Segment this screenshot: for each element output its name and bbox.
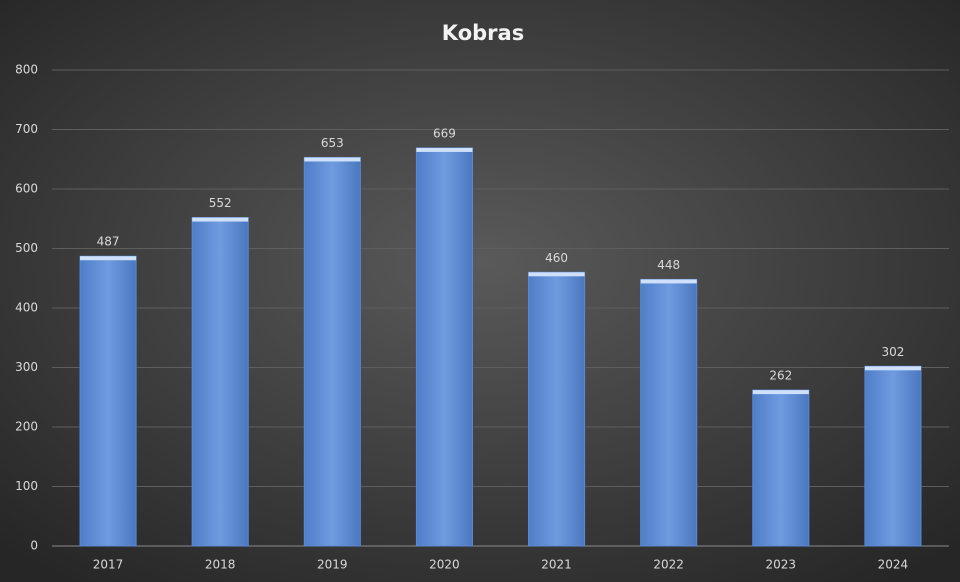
- bar-highlight: [416, 147, 473, 152]
- y-tick-label: 200: [15, 420, 38, 434]
- data-label: 302: [881, 345, 904, 359]
- bar-highlight: [528, 272, 585, 277]
- y-tick-label: 100: [15, 479, 38, 493]
- bar: [79, 255, 137, 547]
- bar-highlight: [640, 279, 697, 284]
- x-tick-label: 2023: [766, 558, 797, 572]
- bar-highlight: [304, 157, 361, 162]
- x-tick-label: 2017: [93, 558, 124, 572]
- bar: [864, 365, 922, 547]
- y-tick-label: 800: [15, 63, 38, 77]
- bar-highlight: [192, 217, 249, 222]
- x-tick-label: 2020: [429, 558, 460, 572]
- bar-highlight: [752, 390, 809, 395]
- x-tick-label: 2018: [205, 558, 236, 572]
- data-label: 552: [209, 196, 232, 210]
- bar: [752, 389, 810, 547]
- x-tick-label: 2022: [653, 558, 684, 572]
- bar-highlight: [80, 256, 137, 261]
- data-label: 487: [97, 235, 120, 249]
- x-tick-label: 2019: [317, 558, 348, 572]
- y-tick-label: 400: [15, 301, 38, 315]
- data-label: 653: [321, 136, 344, 150]
- x-tick-label: 2021: [541, 558, 572, 572]
- data-label: 669: [433, 126, 456, 140]
- bar: [528, 271, 586, 547]
- y-tick-label: 0: [30, 539, 38, 553]
- chart-title: Kobras: [442, 21, 524, 45]
- bar-highlight: [864, 366, 921, 371]
- y-tick-label: 500: [15, 241, 38, 255]
- bar: [303, 156, 361, 547]
- bar: [191, 217, 249, 547]
- data-label: 448: [657, 258, 680, 272]
- bar: [415, 147, 473, 547]
- y-tick-label: 600: [15, 182, 38, 196]
- y-tick-label: 700: [15, 122, 38, 136]
- data-label: 460: [545, 251, 568, 265]
- bar: [640, 278, 698, 547]
- x-tick-label: 2024: [878, 558, 909, 572]
- y-tick-label: 300: [15, 360, 38, 374]
- data-label: 262: [769, 369, 792, 383]
